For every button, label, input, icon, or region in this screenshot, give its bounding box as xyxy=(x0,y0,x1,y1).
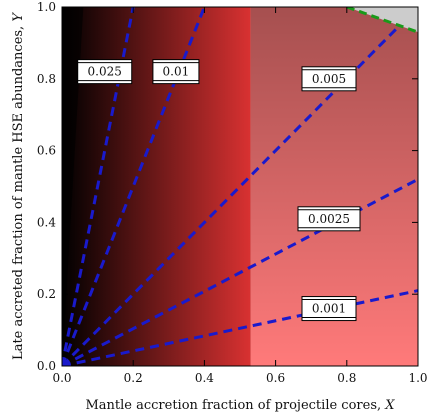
x-tick-label: 0.2 xyxy=(124,371,143,385)
x-tick-label: 0.4 xyxy=(195,371,214,385)
contour-label-box-4: 0.001 xyxy=(302,297,356,321)
y-tick-label: 0.4 xyxy=(37,215,56,229)
contour-label-box-0: 0.025 xyxy=(78,60,132,84)
contour-label-text: 0.01 xyxy=(163,65,190,79)
y-tick-label: 0.8 xyxy=(37,72,56,86)
x-axis-label: Mantle accretion fraction of projectile … xyxy=(85,398,395,413)
contour-label-box-3: 0.0025 xyxy=(298,207,360,231)
y-tick-label: 0.6 xyxy=(37,144,56,158)
contour-label-text: 0.001 xyxy=(312,302,346,316)
contour-label-text: 0.025 xyxy=(88,65,122,79)
y-tick-label: 0.0 xyxy=(37,359,56,373)
y-tick-label: 1.0 xyxy=(37,0,56,14)
y-axis-label: Late accreted fraction of mantle HSE abu… xyxy=(11,12,26,360)
x-tick-label: 0.8 xyxy=(337,371,356,385)
contour-label-box-1: 0.01 xyxy=(153,60,199,84)
contour-label-box-2: 0.005 xyxy=(302,67,356,91)
contour-label-text: 0.0025 xyxy=(308,212,350,226)
y-tick-label: 0.2 xyxy=(37,287,56,301)
x-tick-label: 0.6 xyxy=(266,371,285,385)
x-tick-label: 0.0 xyxy=(52,371,71,385)
contour-label-text: 0.005 xyxy=(312,72,346,86)
x-tick-label: 1.0 xyxy=(408,371,427,385)
